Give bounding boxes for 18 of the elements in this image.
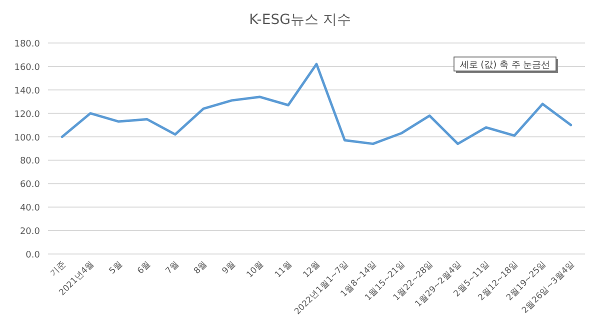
y-tick-label: 80.0 <box>20 156 40 167</box>
line-series <box>60 62 572 146</box>
x-tick-label: 5월 <box>108 259 125 276</box>
x-tick-label: 6월 <box>136 259 154 276</box>
x-tick-label: 9월 <box>220 259 238 276</box>
chart-title: K-ESG뉴스 지수 <box>249 12 351 28</box>
annotation: 세로 (값) 축 주 눈금선 <box>460 60 550 70</box>
y-tick-label: 40.0 <box>20 204 40 214</box>
y-tick-label: 20.0 <box>20 227 40 238</box>
y-tick-label: 160.0 <box>14 62 40 73</box>
y-tick-label: 100.0 <box>14 133 40 144</box>
y-tick-label: 0.0 <box>26 250 40 260</box>
x-tick-label: 8월 <box>192 259 210 276</box>
y-tick-label: 180.0 <box>14 40 40 50</box>
y-tick-label: 60.0 <box>20 180 40 190</box>
x-tick-label: 7월 <box>164 259 182 276</box>
y-tick-label: 140.0 <box>14 86 40 96</box>
y-tick-label: 120.0 <box>14 110 40 120</box>
